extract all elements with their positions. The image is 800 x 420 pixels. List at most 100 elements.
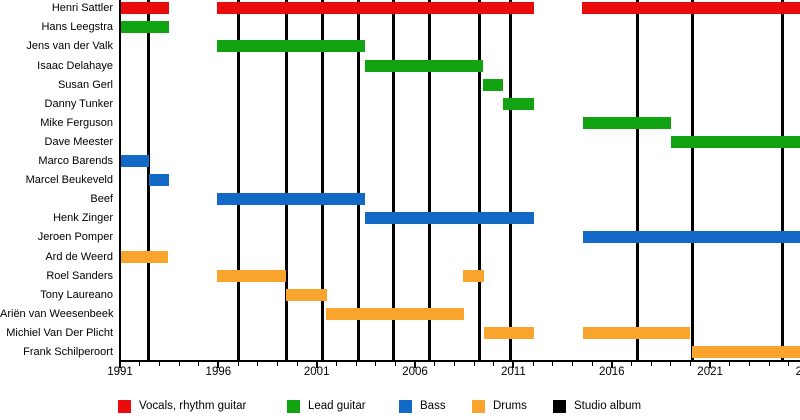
member-tenure-bar xyxy=(583,326,691,339)
legend-label-lead: Lead guitar xyxy=(308,400,366,412)
member-label: Dave Meester xyxy=(44,135,113,148)
legend-label-album: Studio album xyxy=(574,400,642,412)
member-tenure-bar xyxy=(325,307,465,320)
member-label: Susan Gerl xyxy=(57,78,113,91)
x-axis-major-tick xyxy=(119,361,121,368)
x-axis-minor-tick xyxy=(257,361,259,366)
member-tenure-bar xyxy=(364,212,535,225)
x-axis-minor-tick xyxy=(158,361,160,366)
x-axis-major-tick xyxy=(709,361,712,368)
x-axis-major-tick xyxy=(512,361,515,368)
member-tenure-bar xyxy=(120,155,149,167)
member-label: Michiel Van Der Plicht xyxy=(6,326,113,339)
x-axis-line xyxy=(118,359,800,362)
studio-album-marker xyxy=(478,0,482,360)
member-tenure-bar xyxy=(463,269,484,282)
x-axis-tick-label: 1996 xyxy=(205,365,232,378)
x-axis-minor-tick xyxy=(375,361,377,366)
legend-swatch-lead xyxy=(287,400,300,413)
x-axis-tick-label: 2021 xyxy=(697,365,723,378)
x-axis-minor-tick xyxy=(276,361,278,366)
x-axis-minor-tick xyxy=(689,361,691,366)
legend-swatch-vocals xyxy=(118,400,131,413)
member-tenure-bar xyxy=(217,269,287,282)
x-axis-minor-tick xyxy=(532,361,534,366)
x-axis-minor-tick xyxy=(355,361,357,366)
legend-swatch-album xyxy=(553,400,566,413)
member-tenure-bar xyxy=(286,288,327,301)
legend-swatch-drums xyxy=(472,400,485,413)
member-label: Roel Sanders xyxy=(46,269,113,282)
x-axis-major-tick xyxy=(610,361,613,368)
x-axis-tick-label: 1991 xyxy=(107,365,133,378)
studio-album-marker xyxy=(320,0,324,360)
x-axis-tick-label: 2026 xyxy=(795,365,800,378)
x-axis-minor-tick xyxy=(139,361,141,366)
x-axis-minor-tick xyxy=(453,361,455,366)
plot-left-border xyxy=(118,0,121,360)
studio-album-marker xyxy=(428,0,432,360)
studio-album-marker xyxy=(284,0,288,360)
member-tenure-bar xyxy=(217,40,365,53)
x-axis-minor-tick xyxy=(768,361,770,366)
studio-album-marker xyxy=(690,0,694,360)
member-tenure-bar xyxy=(217,193,365,206)
x-axis-minor-tick xyxy=(296,361,298,366)
member-tenure-bar xyxy=(583,231,800,244)
x-axis-minor-tick xyxy=(394,361,396,366)
member-tenure-bar xyxy=(217,2,535,15)
member-tenure-bar xyxy=(364,59,483,72)
x-axis-minor-tick xyxy=(788,361,790,366)
member-label: Henri Sattler xyxy=(51,2,113,15)
x-axis-minor-tick xyxy=(335,361,337,366)
member-tenure-bar xyxy=(692,346,800,358)
x-axis-minor-tick xyxy=(552,361,554,366)
member-tenure-bar xyxy=(120,250,169,263)
member-tenure-bar xyxy=(120,2,170,15)
x-axis-minor-tick xyxy=(178,361,180,366)
plot-area xyxy=(118,0,800,360)
x-axis-minor-tick xyxy=(493,361,495,366)
studio-album-marker xyxy=(236,0,240,360)
member-label: Tony Laureano xyxy=(40,288,113,301)
x-axis-minor-tick xyxy=(571,361,573,366)
member-label: Isaac Delahaye xyxy=(37,59,113,72)
x-axis-minor-tick xyxy=(237,361,239,366)
member-tenure-bar xyxy=(148,174,170,187)
member-label: Henk Zinger xyxy=(53,212,113,225)
x-axis-tick-label: 2011 xyxy=(501,365,526,378)
x-axis-tick-label: 2016 xyxy=(598,365,625,378)
member-label: Danny Tunker xyxy=(44,97,113,110)
x-axis-minor-tick xyxy=(670,361,672,366)
member-label: Ard de Weerd xyxy=(45,250,113,263)
member-tenure-bar xyxy=(482,78,503,91)
member-label: Jeroen Pomper xyxy=(37,231,113,244)
member-tenure-bar xyxy=(670,135,800,148)
member-label: Mike Ferguson xyxy=(40,116,113,129)
x-axis-minor-tick xyxy=(729,361,731,366)
member-label: Frank Schilperoort xyxy=(23,346,113,358)
legend-label-vocals: Vocals, rhythm guitar xyxy=(139,400,247,412)
member-label: Marco Barends xyxy=(38,155,113,167)
studio-album-marker xyxy=(636,0,640,360)
member-tenure-bar xyxy=(582,2,800,15)
member-label: Beef xyxy=(90,193,113,206)
x-axis-tick-label: 2006 xyxy=(402,365,428,378)
member-label: Ariën van Weesenbeek xyxy=(0,307,114,320)
studio-album-marker xyxy=(780,0,784,360)
x-axis-minor-tick xyxy=(198,361,200,366)
x-axis-tick-label: 2001 xyxy=(303,365,330,378)
studio-album-marker xyxy=(356,0,360,360)
studio-album-marker xyxy=(508,0,512,360)
legend-label-drums: Drums xyxy=(493,400,527,412)
member-label: Jens van der Valk xyxy=(26,40,113,53)
member-label: Hans Leegstra xyxy=(41,21,113,34)
legend-swatch-bass xyxy=(399,400,412,413)
x-axis-minor-tick xyxy=(650,361,652,366)
x-axis-minor-tick xyxy=(434,361,436,366)
member-tenure-bar xyxy=(483,326,535,339)
x-axis-minor-tick xyxy=(473,361,475,366)
x-axis-minor-tick xyxy=(748,361,750,366)
x-axis-major-tick xyxy=(414,361,417,368)
